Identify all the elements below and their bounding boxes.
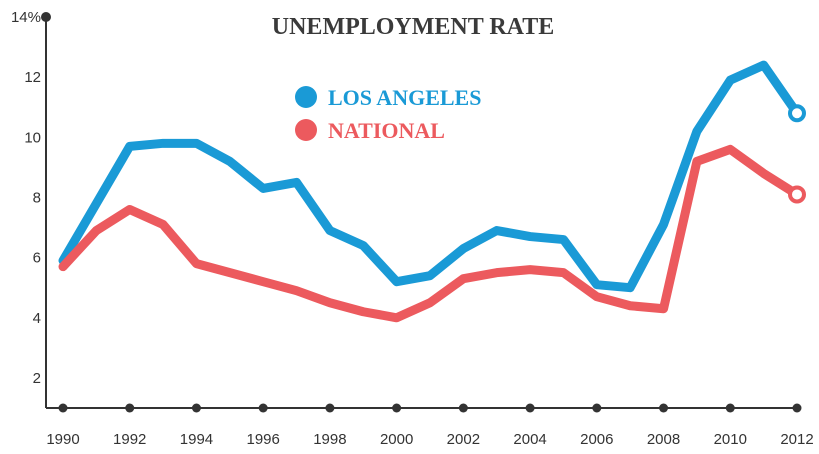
x-tick-dot xyxy=(325,403,335,413)
y-tick-label: 8 xyxy=(33,189,41,206)
x-tick-dot xyxy=(458,403,468,413)
y-tick-label: 10 xyxy=(24,129,41,146)
y-tick-label: 2 xyxy=(33,370,41,387)
y-axis-top-dot xyxy=(41,12,51,22)
chart-axes: 14% 12 10 8 6 4 2 1990 1992 1994 1996 1998 2000 2002 2… xyxy=(11,9,814,448)
x-tick-dot xyxy=(392,403,402,413)
series-layer xyxy=(58,60,806,323)
legend-marker xyxy=(295,86,317,108)
series-end-marker xyxy=(788,185,806,204)
legend-marker xyxy=(295,119,317,141)
series-line-national xyxy=(58,144,802,323)
chart-legend: LOS ANGELES NATIONAL xyxy=(295,85,481,143)
y-tick-label: 6 xyxy=(33,250,41,267)
x-tick-label: 2010 xyxy=(714,431,747,448)
x-tick-dot xyxy=(125,403,135,413)
x-tick-label: 1998 xyxy=(313,431,346,448)
x-tick-label: 1996 xyxy=(246,431,279,448)
chart-title: UNEMPLOYMENT RATE xyxy=(272,14,554,40)
x-tick-dot xyxy=(258,403,268,413)
x-tick-label: 1992 xyxy=(113,431,146,448)
x-tick-dot xyxy=(58,403,68,413)
x-tick-label: 2002 xyxy=(447,431,480,448)
x-tick-label: 2004 xyxy=(513,431,546,448)
x-tick-label: 2000 xyxy=(380,431,413,448)
x-tick-label: 2012 xyxy=(780,431,813,448)
x-tick-label: 1990 xyxy=(46,431,79,448)
x-tick-dot xyxy=(792,403,802,413)
x-tick-label: 2008 xyxy=(647,431,680,448)
series-line-los-angeles xyxy=(58,60,802,293)
legend-label: NATIONAL xyxy=(328,118,445,143)
x-tick-dot xyxy=(725,403,735,413)
x-tick-label: 1994 xyxy=(180,431,213,448)
x-tick-dot xyxy=(592,403,602,413)
x-tick-dot xyxy=(525,403,535,413)
y-tick-label: 4 xyxy=(33,310,41,327)
x-tick-dot xyxy=(191,403,201,413)
y-tick-label: 14% xyxy=(11,9,41,26)
series-end-marker xyxy=(788,104,806,123)
x-tick-dot xyxy=(659,403,669,413)
y-tick-label: 12 xyxy=(24,69,41,86)
legend-label: LOS ANGELES xyxy=(328,85,481,110)
x-tick-label: 2006 xyxy=(580,431,613,448)
